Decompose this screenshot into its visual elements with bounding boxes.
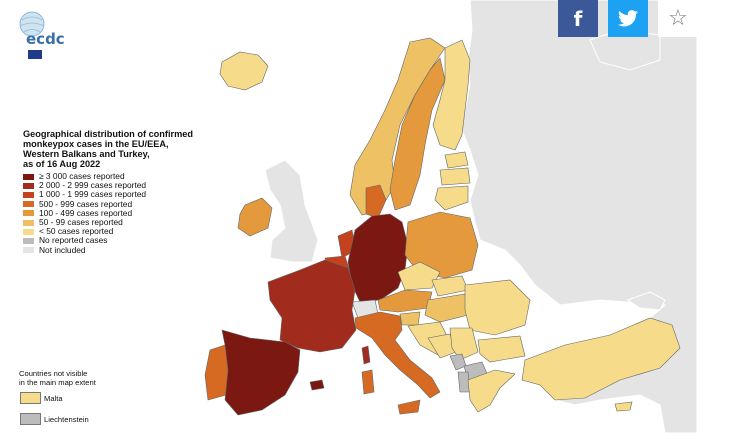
legend-item: 1 000 - 1 999 cases reported xyxy=(23,190,223,199)
legend-swatch xyxy=(23,219,34,226)
legend-label: 1 000 - 1 999 cases reported xyxy=(39,189,147,200)
legend-swatch xyxy=(23,237,34,244)
legend-swatch xyxy=(23,228,34,235)
region-lithuania xyxy=(434,185,469,211)
twitter-share-button[interactable] xyxy=(608,0,648,37)
legend-item: Not included xyxy=(23,244,223,255)
region-balearic xyxy=(309,379,325,391)
region-corsica xyxy=(361,345,371,365)
facebook-share-button[interactable]: f xyxy=(558,0,598,37)
legend-label: 2 000 - 2 999 cases reported xyxy=(39,180,147,191)
legend-item: ≥ 3 000 cases reported xyxy=(23,171,223,181)
ecdc-logo: ecdc xyxy=(14,10,74,60)
region-estonia xyxy=(444,151,469,169)
region-cyprus xyxy=(614,401,633,412)
legend-label: Not included xyxy=(39,244,86,255)
europe-map xyxy=(204,0,697,433)
legend-item: No reported cases xyxy=(23,236,223,245)
region-italy xyxy=(354,311,441,399)
region-latvia xyxy=(439,167,471,186)
region-norway xyxy=(349,37,446,216)
legend-item: 50 - 99 cases reported xyxy=(23,216,223,227)
legend-title: Geographical distribution of confirmed m… xyxy=(23,129,193,169)
legend-swatch xyxy=(23,201,34,208)
region-sardinia xyxy=(361,369,375,395)
region-germany xyxy=(347,213,409,303)
region-turkey xyxy=(521,317,681,401)
region-ireland xyxy=(237,197,273,237)
legend-label: 100 - 499 cases reported xyxy=(39,207,133,218)
region-poland xyxy=(404,211,479,279)
legend-item: 2 000 - 2 999 cases reported xyxy=(23,180,223,191)
inset-title: Countries not visible in the main map ex… xyxy=(19,369,96,387)
facebook-icon: f xyxy=(573,6,583,31)
region-finland xyxy=(432,39,471,151)
region-sicily xyxy=(397,399,421,415)
logo-text: ecdc xyxy=(26,30,65,48)
legend-label: < 50 cases reported xyxy=(39,226,114,237)
liechtenstein-swatch xyxy=(20,413,41,425)
legend-item: < 50 cases reported xyxy=(23,226,223,237)
legend-label: 500 - 999 cases reported xyxy=(39,198,133,209)
map-legend: Geographical distribution of confirmed m… xyxy=(23,129,223,255)
region-denmark xyxy=(365,184,387,219)
legend-swatch xyxy=(23,191,34,198)
legend-swatch xyxy=(23,182,34,189)
region-greece xyxy=(467,369,516,413)
legend-label: 50 - 99 cases reported xyxy=(39,216,123,227)
inset-item-malta: Malta xyxy=(20,392,63,404)
malta-swatch xyxy=(20,392,41,404)
favorite-button[interactable]: ☆ xyxy=(658,0,698,37)
region-hungary xyxy=(424,293,469,323)
legend-swatch xyxy=(23,210,34,217)
legend-label: No reported cases xyxy=(39,235,108,246)
region-romania xyxy=(464,279,531,336)
legend-swatch xyxy=(23,173,34,180)
inset-item-liechtenstein: Liechtenstein xyxy=(20,413,89,425)
legend-swatch xyxy=(23,247,34,254)
region-slovenia xyxy=(399,311,421,326)
region-france xyxy=(267,259,357,353)
region-serbia xyxy=(449,327,479,361)
region-bulgaria xyxy=(477,335,526,363)
legend-label: ≥ 3 000 cases reported xyxy=(39,171,125,181)
region-iceland xyxy=(219,51,269,91)
star-icon: ☆ xyxy=(668,5,688,31)
twitter-icon xyxy=(618,10,638,27)
region-slovakia xyxy=(431,275,469,297)
region-spain xyxy=(221,329,301,416)
legend-item: 500 - 999 cases reported xyxy=(23,198,223,209)
legend-item: 100 - 499 cases reported xyxy=(23,207,223,218)
